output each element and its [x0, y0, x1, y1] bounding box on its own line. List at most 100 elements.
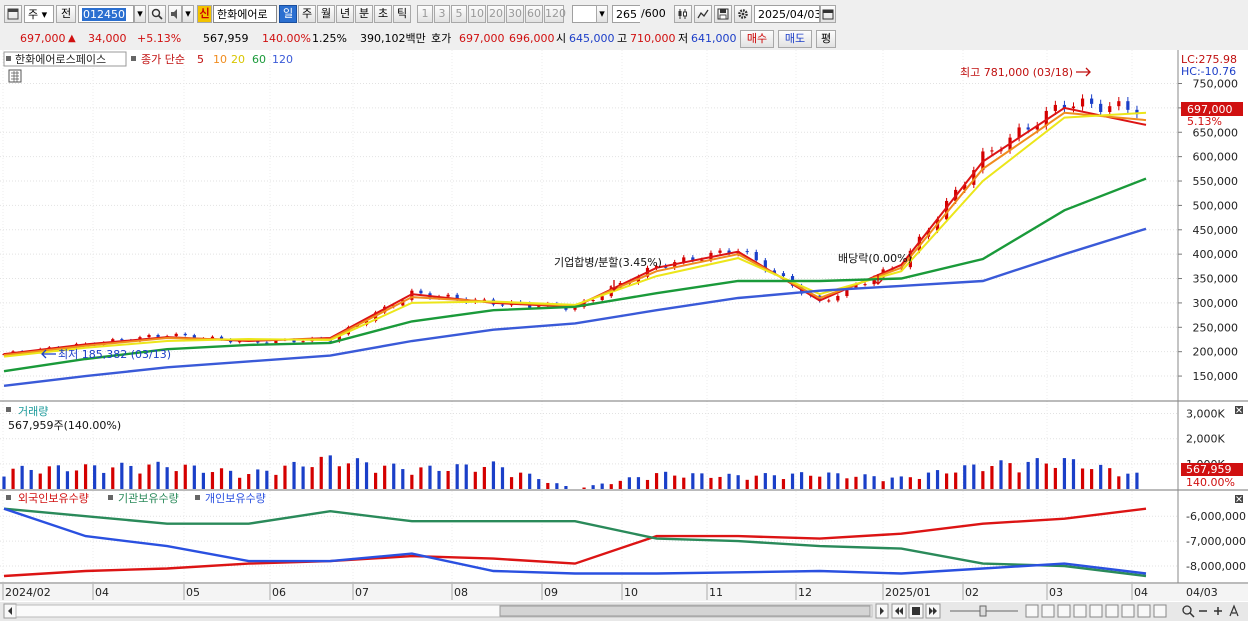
price-tick-label: 450,000: [1193, 224, 1239, 237]
calendar-icon[interactable]: [820, 5, 836, 23]
ma-line-20: [3, 111, 1147, 358]
zoom-slider-handle[interactable]: [979, 605, 987, 617]
layout-4-icon[interactable]: [1073, 604, 1087, 618]
period-tab[interactable]: 틱: [393, 5, 411, 23]
interval-tab[interactable]: 20: [487, 5, 505, 23]
high-label: 고: [617, 32, 628, 45]
save-icon[interactable]: [714, 5, 732, 23]
layout-7-icon[interactable]: [1121, 604, 1135, 618]
period-tab[interactable]: 년: [336, 5, 354, 23]
window-menu-icon[interactable]: [4, 5, 22, 23]
layout-3-icon[interactable]: [1057, 604, 1071, 618]
holding-panel: -8,000,000 -7,000,000 -6,000,000: [3, 507, 1246, 578]
interval-tab[interactable]: 60: [525, 5, 543, 23]
candle-body: [192, 335, 196, 339]
holding-line-2: [3, 507, 1147, 575]
layout-5-icon[interactable]: [1089, 604, 1103, 618]
last-volume-box: [1181, 463, 1243, 476]
price-tick-label: 400,000: [1193, 248, 1239, 261]
volume-bar: [165, 467, 169, 489]
price-tick-label: 150,000: [1193, 370, 1239, 383]
candle-body: [700, 259, 704, 261]
scrollbar-thumb[interactable]: [499, 605, 871, 617]
interval-tab[interactable]: 30: [506, 5, 524, 23]
candle-body: [827, 300, 831, 302]
volume-bar: [999, 460, 1003, 489]
interval-tab[interactable]: 5: [451, 5, 467, 23]
volume-bar: [1126, 473, 1130, 489]
draw-line-icon[interactable]: [694, 5, 712, 23]
candle-body: [1080, 98, 1085, 107]
holding-tick-label: -6,000,000: [1186, 510, 1246, 523]
volume-bar: [138, 473, 142, 489]
zoom-search-icon[interactable]: [1182, 605, 1192, 615]
candle-type-icon[interactable]: [674, 5, 692, 23]
speaker-dropdown-icon[interactable]: ▾: [182, 5, 194, 23]
candle-body: [772, 270, 776, 274]
x-tick-label: 03: [1049, 586, 1063, 599]
price-tick-label: 600,000: [1193, 151, 1239, 164]
stock-name-field[interactable]: 한화에어로: [213, 5, 277, 23]
candle-body: [120, 339, 124, 341]
x-tick-label: 09: [544, 586, 558, 599]
search-icon[interactable]: [148, 5, 166, 23]
volume-bar: [954, 472, 958, 489]
buy-button[interactable]: 매수: [740, 30, 774, 48]
last-price-label: 697,000: [1187, 103, 1233, 116]
candle-body: [301, 341, 305, 343]
layout-6-icon[interactable]: [1105, 604, 1119, 618]
period-tab[interactable]: 일: [279, 5, 297, 23]
holding-line-0: [3, 507, 1147, 578]
volume-bar: [555, 483, 559, 489]
hc-value: HC:-10.76: [1181, 65, 1236, 78]
event-marker-icon: [873, 274, 883, 285]
volume-bar: [1008, 463, 1012, 489]
volume-bar: [809, 475, 813, 489]
eval-button[interactable]: 평: [816, 30, 836, 48]
price-change: 34,000: [88, 32, 127, 45]
interval-tab[interactable]: 3: [434, 5, 450, 23]
code-input[interactable]: 012450: [78, 5, 134, 23]
volume-bar: [981, 471, 985, 489]
layout-1-icon[interactable]: [1025, 604, 1039, 618]
min-annotation: 최저 185,382 (03/13): [58, 348, 171, 361]
candle-body: [582, 300, 586, 308]
settings-gear-icon[interactable]: [734, 5, 752, 23]
date-input[interactable]: 2025/04/03: [754, 5, 820, 23]
layout-8-icon[interactable]: [1137, 604, 1151, 618]
volume-bar: [147, 464, 151, 489]
layout-2-icon[interactable]: [1041, 604, 1055, 618]
interval-tab[interactable]: 10: [468, 5, 486, 23]
interval-tab[interactable]: 1: [417, 5, 433, 23]
stock-chart[interactable]: 150,000 200,000 250,000 300,000 350,000 400,0…: [0, 50, 1248, 621]
candle-body: [111, 339, 115, 343]
candle-body: [1044, 110, 1048, 126]
legend-box[interactable]: [3, 51, 127, 67]
volume-info: 567,959주(140.00%): [8, 419, 121, 432]
volume-bar: [854, 476, 858, 489]
candle-body: [745, 251, 749, 253]
layout-9-icon[interactable]: [1153, 604, 1167, 618]
speaker-icon[interactable]: [168, 5, 182, 23]
volume-bar: [836, 473, 840, 489]
volume-bar: [582, 487, 586, 489]
candle-body: [183, 333, 187, 336]
volume-bar: [455, 464, 459, 489]
sell-button[interactable]: 매도: [778, 30, 812, 48]
period-tab[interactable]: 분: [355, 5, 373, 23]
volume-bar: [827, 472, 831, 489]
interval-tab[interactable]: 120: [544, 5, 566, 23]
period-tab[interactable]: 초: [374, 5, 392, 23]
x-tick-label: 04: [95, 586, 109, 599]
period-tab[interactable]: 주: [298, 5, 316, 23]
market-type-select[interactable]: 주 ▾: [24, 5, 54, 23]
candle-body: [863, 284, 867, 286]
prev-button[interactable]: 전: [56, 5, 76, 23]
count-input[interactable]: 265: [612, 5, 640, 23]
auto-scale-icon[interactable]: [1229, 604, 1239, 617]
volume-bar: [183, 464, 187, 489]
period-tab[interactable]: 월: [317, 5, 335, 23]
code-dropdown-icon[interactable]: ▾: [134, 5, 146, 23]
count-dropdown-icon[interactable]: ▾: [596, 5, 608, 23]
